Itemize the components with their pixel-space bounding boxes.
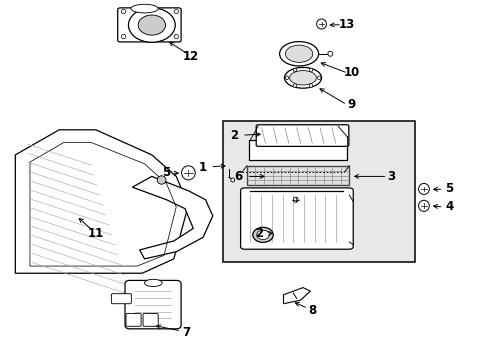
Ellipse shape — [285, 45, 312, 62]
FancyBboxPatch shape — [111, 294, 131, 304]
Text: 7: 7 — [182, 326, 190, 339]
Text: 5: 5 — [162, 166, 170, 179]
Ellipse shape — [293, 197, 298, 202]
Ellipse shape — [128, 8, 175, 42]
Text: 8: 8 — [308, 305, 316, 318]
Ellipse shape — [285, 76, 288, 80]
Ellipse shape — [418, 200, 428, 211]
Polygon shape — [132, 176, 212, 259]
Text: 6: 6 — [234, 170, 242, 183]
Ellipse shape — [293, 68, 296, 72]
FancyBboxPatch shape — [125, 280, 181, 329]
Ellipse shape — [279, 41, 318, 66]
FancyBboxPatch shape — [256, 125, 348, 147]
FancyBboxPatch shape — [240, 188, 352, 249]
Ellipse shape — [284, 67, 321, 88]
Ellipse shape — [309, 68, 312, 72]
Bar — [222, 121, 414, 262]
Ellipse shape — [230, 178, 234, 182]
Text: 13: 13 — [338, 18, 354, 31]
FancyBboxPatch shape — [118, 8, 181, 42]
Ellipse shape — [138, 15, 165, 35]
Text: 11: 11 — [87, 227, 103, 240]
Ellipse shape — [131, 4, 158, 13]
Polygon shape — [15, 130, 188, 273]
Text: 12: 12 — [183, 50, 199, 63]
Text: 2: 2 — [255, 227, 263, 240]
Ellipse shape — [252, 227, 273, 242]
Ellipse shape — [317, 76, 320, 80]
Ellipse shape — [316, 19, 326, 29]
Ellipse shape — [121, 34, 125, 39]
Ellipse shape — [418, 184, 428, 194]
Ellipse shape — [174, 9, 178, 14]
Ellipse shape — [289, 71, 316, 85]
FancyBboxPatch shape — [126, 314, 141, 326]
Text: 9: 9 — [347, 98, 355, 111]
Bar — [246, 166, 348, 185]
Ellipse shape — [121, 9, 125, 14]
Ellipse shape — [309, 84, 312, 87]
Text: 4: 4 — [444, 201, 452, 213]
Ellipse shape — [293, 84, 296, 87]
Text: 10: 10 — [343, 66, 359, 79]
Bar — [249, 140, 346, 160]
Ellipse shape — [327, 51, 332, 56]
Text: 5: 5 — [444, 183, 452, 195]
Text: 2: 2 — [229, 129, 237, 142]
Ellipse shape — [174, 34, 178, 39]
Text: 3: 3 — [386, 170, 394, 183]
Ellipse shape — [157, 176, 165, 184]
FancyBboxPatch shape — [143, 314, 158, 326]
Ellipse shape — [256, 230, 269, 239]
Ellipse shape — [144, 279, 162, 287]
Text: 1: 1 — [199, 161, 207, 174]
Polygon shape — [283, 288, 310, 304]
Ellipse shape — [181, 166, 195, 180]
